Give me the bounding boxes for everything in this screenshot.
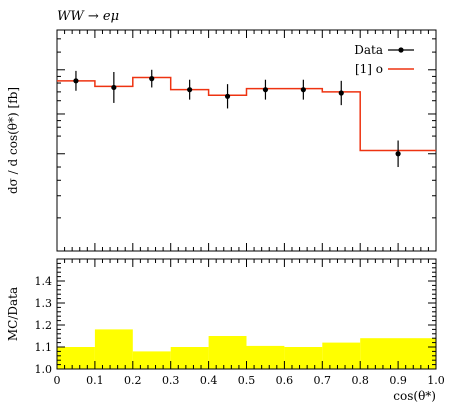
mc-histogram-line: [57, 76, 436, 152]
ratio-x-tick-label: 0.2: [124, 374, 142, 387]
ratio-bar: [94, 329, 133, 369]
ratio-y-tick-label: 1.4: [35, 275, 53, 288]
legend-label-mc: [1] o: [355, 62, 383, 76]
ratio-y-tick-label: 1.1: [35, 341, 53, 354]
ratio-x-tick-label: 0.1: [86, 374, 104, 387]
ratio-y-tick-label: 1.2: [35, 319, 53, 332]
main-y-axis-label: dσ / d cos(θ*) [fb]: [6, 87, 20, 194]
ratio-x-tick-label: 0.8: [351, 374, 369, 387]
main-plot-title: WW → eμ: [57, 9, 119, 24]
ratio-bar: [57, 347, 95, 369]
data-point: [338, 90, 344, 96]
ratio-x-tick-label: 0.6: [276, 374, 294, 387]
ratio-bar: [284, 347, 323, 369]
data-point: [300, 87, 306, 93]
ratio-bar: [132, 351, 171, 369]
ratio-x-tick-label: 0: [54, 374, 61, 387]
ratio-x-tick-label: 1.0: [427, 374, 445, 387]
ratio-bar: [208, 336, 247, 369]
legend-marker-data-point: [398, 47, 404, 53]
ratio-x-tick-label: 0.3: [162, 374, 180, 387]
data-point: [395, 151, 401, 157]
ratio-x-tick-label: 0.4: [200, 374, 218, 387]
ratio-y-tick-label: 1.3: [35, 297, 53, 310]
legend-label-data: Data: [354, 43, 383, 57]
ratio-x-tick-label: 0.5: [238, 374, 256, 387]
data-point: [262, 87, 269, 93]
ratio-bar: [246, 345, 285, 369]
data-point: [149, 76, 155, 82]
ratio-x-tick-label: 0.7: [314, 374, 332, 387]
x-axis-label: cos(θ*): [393, 389, 436, 403]
data-point: [187, 87, 193, 93]
data-point: [73, 78, 79, 84]
ratio-y-tick-label: 1.0: [35, 363, 53, 376]
data-point: [224, 93, 231, 99]
ratio-bar: [322, 342, 361, 369]
ratio-x-tick-label: 0.9: [389, 374, 407, 387]
ratio-bar: [170, 347, 209, 369]
data-point: [111, 84, 117, 91]
ratio-y-axis-label: MC/Data: [6, 287, 20, 341]
